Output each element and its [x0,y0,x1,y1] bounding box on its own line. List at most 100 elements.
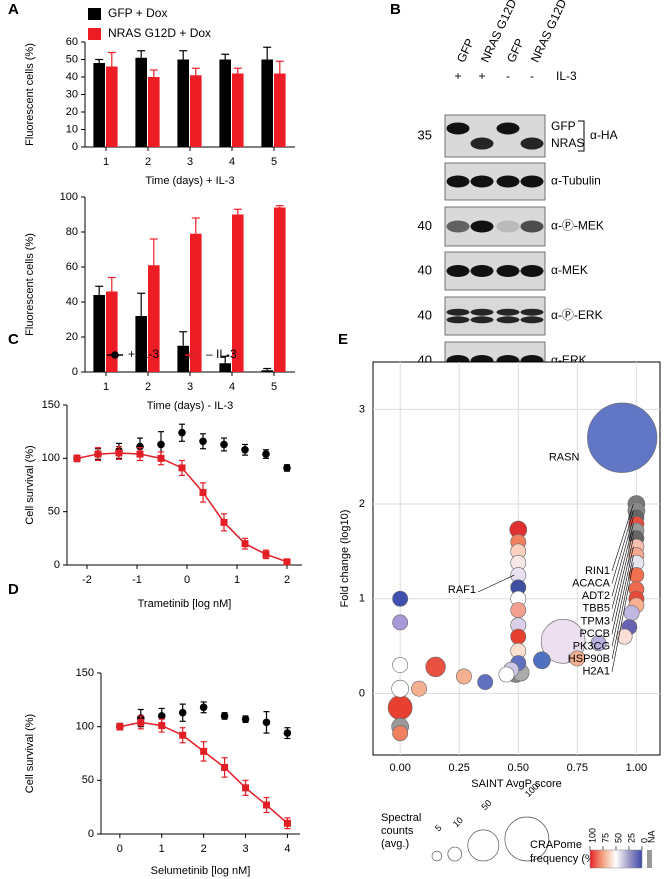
panel-letter: A [8,1,19,18]
error-bar [107,51,116,67]
bar [177,345,189,372]
y-tick-label: 1 [359,593,365,605]
bar [93,295,105,372]
colorbar-tick-label: 75 [600,833,610,843]
y-tick-label: 30 [66,88,78,100]
marker [189,351,197,359]
band [470,137,494,150]
x-tick-label: 0.75 [567,762,588,774]
marker [242,784,250,792]
band [470,265,494,277]
x-tick-label: 4 [229,156,235,168]
marker [241,446,249,454]
bubble [616,628,633,645]
point-label: H2A1 [582,666,610,678]
legend-label: GFP + Dox [108,6,167,20]
mw-marker: 35 [418,127,432,142]
marker [157,454,165,462]
point-label: RASN [549,452,580,464]
mw-marker: 40 [418,218,432,233]
x-tick-label: 5 [271,156,277,168]
leader-line [611,503,634,572]
error-bar [263,367,272,371]
band [520,265,544,277]
error-bar [275,205,284,208]
panel-letter: E [338,331,348,348]
marker [262,450,270,458]
band [520,308,544,316]
row-label: α-Tubulin [551,174,601,188]
point-label: ADT2 [582,590,610,602]
band [446,308,470,316]
y-tick-label: 60 [66,261,78,273]
marker [241,715,250,723]
bubble [392,590,409,607]
marker [283,464,291,472]
bubble [510,628,527,645]
marker [199,488,207,496]
marker [178,464,186,472]
band [470,308,494,316]
colorbar-na [647,850,652,868]
y-tick-label: 100 [60,191,78,203]
x-tick-label: 3 [187,156,193,168]
x-tick-label: 4 [284,843,290,855]
marker [221,763,229,771]
size-legend-label: 50 [479,798,493,812]
leader-line [611,546,634,647]
colorbar-tick-label: 25 [626,833,636,843]
bar [135,316,147,372]
legend-label: + IL-3 [128,347,159,361]
leader-line [611,523,634,609]
point-label: ACACA [572,578,611,590]
bubble [510,602,527,619]
band [470,220,494,233]
x-tick-label: 1.00 [626,762,647,774]
bubble [456,668,472,685]
treatment: + [478,69,485,83]
legend-label: – IL-3 [206,347,237,361]
point-label: RIN1 [585,565,610,577]
y-axis-label: Cell survival (%) [24,714,36,793]
point-label: TPM3 [581,615,610,627]
marker [262,718,271,727]
marker [111,351,119,359]
error-bar [191,217,200,234]
leader-line [611,555,634,660]
marker [200,747,208,755]
x-tick-label: 2 [201,843,207,855]
row-label: α-HA [590,128,618,142]
error-bar [179,50,188,60]
marker [178,428,186,437]
band [496,175,520,188]
band [446,175,470,188]
x-tick-label: 0 [117,843,123,855]
leader-line [611,530,634,622]
size-legend-title: counts [381,825,414,837]
y-tick-label: 20 [66,331,78,343]
y-axis-label: Cell survival (%) [24,445,36,524]
marker [94,450,102,458]
point-label: RAF1 [448,584,476,596]
treatment: - [506,69,510,83]
x-tick-label: 0.00 [389,762,410,774]
marker [220,440,228,449]
error-bar [95,58,104,63]
band-label: GFP [551,119,576,133]
y-tick-label: 0 [54,559,60,571]
marker [136,442,144,451]
band [496,316,520,324]
x-axis-label: SAINT AvgP score [471,778,562,790]
bar [190,75,202,147]
marker [283,819,291,827]
band [496,265,520,277]
y-tick-label: 50 [66,53,78,65]
band [470,175,494,188]
marker [283,558,291,566]
bubble [392,614,409,631]
size-legend-circle [447,846,463,862]
band [520,137,544,150]
bar [232,214,244,372]
bar [106,291,118,372]
blot-panel [444,114,546,158]
